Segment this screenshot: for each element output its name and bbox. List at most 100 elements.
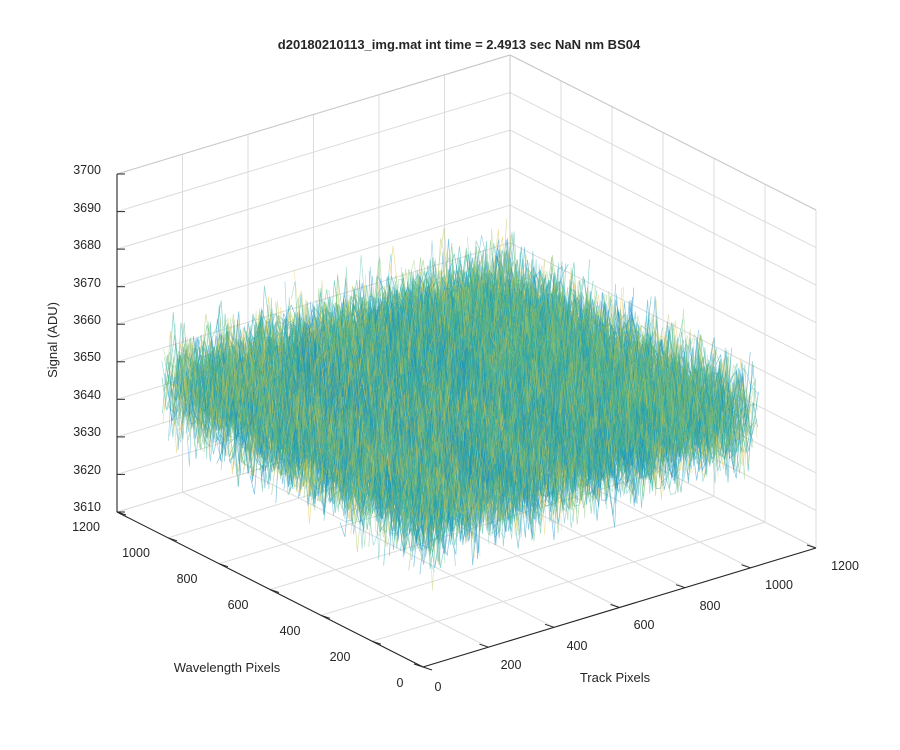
surface-line bbox=[238, 338, 500, 525]
surface-line bbox=[472, 258, 735, 484]
surface-line bbox=[398, 299, 661, 481]
track-tick-mark bbox=[741, 564, 751, 569]
surface-line bbox=[196, 339, 459, 566]
surface-line bbox=[310, 311, 573, 525]
surface-line bbox=[272, 305, 535, 512]
surface-line bbox=[248, 310, 510, 536]
surface-line bbox=[362, 295, 624, 496]
surface-line bbox=[256, 297, 518, 515]
surface-line bbox=[324, 299, 587, 529]
surface-line bbox=[383, 289, 645, 496]
surface-line bbox=[171, 336, 434, 553]
surface-line bbox=[449, 277, 711, 471]
surface-line bbox=[411, 265, 674, 457]
surface-line bbox=[451, 246, 714, 466]
surface-line bbox=[456, 273, 719, 478]
surface-line bbox=[380, 273, 643, 477]
surface-line bbox=[188, 332, 451, 565]
box-edge bbox=[116, 54, 511, 175]
surface-line bbox=[424, 267, 687, 475]
surface-line bbox=[276, 315, 539, 505]
surface-line bbox=[168, 353, 430, 558]
surface-line bbox=[386, 253, 649, 505]
surface-line bbox=[442, 276, 705, 467]
surface-line bbox=[372, 291, 635, 495]
surface-line bbox=[379, 294, 641, 490]
surface-line bbox=[317, 287, 579, 494]
surface-line bbox=[166, 363, 429, 549]
surface-mesh bbox=[161, 218, 759, 591]
surface-line bbox=[366, 266, 628, 493]
wavelength-tick-mark bbox=[269, 589, 280, 593]
surface-line bbox=[240, 308, 503, 521]
surface-line bbox=[494, 237, 757, 448]
surface-line bbox=[210, 341, 473, 532]
wavelength-tick-label: 1000 bbox=[122, 546, 150, 560]
surface-line bbox=[223, 332, 486, 559]
surface-line bbox=[293, 269, 556, 504]
surface-line bbox=[428, 274, 690, 471]
surface-line bbox=[493, 264, 755, 449]
wavelength-tick-mark bbox=[116, 511, 127, 516]
surface-line bbox=[232, 351, 495, 527]
surface-line bbox=[477, 235, 740, 449]
surface-line bbox=[491, 258, 754, 453]
surface-line bbox=[393, 283, 656, 500]
wavelength-tick-label: 400 bbox=[280, 624, 301, 638]
surface-line bbox=[337, 294, 600, 490]
surface-line bbox=[288, 317, 551, 519]
surface-line bbox=[454, 260, 716, 456]
surface-line bbox=[323, 306, 586, 489]
surface-line bbox=[192, 363, 455, 551]
surface-line bbox=[355, 307, 618, 488]
surface-line bbox=[195, 321, 457, 520]
surface-line bbox=[209, 342, 472, 541]
box-edge bbox=[509, 54, 817, 211]
surface-line bbox=[219, 329, 482, 510]
surface-line bbox=[476, 270, 738, 438]
surface-line bbox=[300, 291, 562, 531]
surface-line bbox=[375, 297, 637, 489]
track-tick-label: 1000 bbox=[765, 578, 793, 592]
surface-line bbox=[364, 274, 627, 478]
surface-line bbox=[388, 286, 650, 496]
surface-line bbox=[357, 254, 619, 473]
surface-line bbox=[197, 347, 460, 530]
surface-line bbox=[371, 286, 634, 486]
surface-line bbox=[254, 325, 517, 524]
surface-line bbox=[326, 301, 588, 498]
grid-line bbox=[116, 92, 511, 213]
track-tick-mark bbox=[544, 623, 555, 628]
surface-line bbox=[206, 349, 469, 533]
surface-line bbox=[275, 302, 538, 526]
surface-line bbox=[463, 262, 725, 460]
surface-line bbox=[236, 338, 499, 544]
grid-line bbox=[509, 129, 817, 286]
surface-line bbox=[173, 354, 435, 572]
surface-line bbox=[474, 251, 737, 470]
surface-line bbox=[179, 353, 442, 546]
wavelength-tick-label: 800 bbox=[177, 572, 198, 586]
surface-line bbox=[358, 296, 621, 484]
surface-line bbox=[289, 314, 552, 514]
surface-line bbox=[471, 260, 733, 457]
surface-line bbox=[177, 339, 439, 531]
surface-line bbox=[423, 286, 685, 452]
axes bbox=[116, 173, 817, 671]
surface-line bbox=[175, 336, 438, 548]
surface-line bbox=[214, 320, 477, 538]
surface-line bbox=[274, 340, 536, 541]
surface-line bbox=[191, 338, 454, 536]
surface-line bbox=[292, 323, 555, 514]
surface-line bbox=[487, 234, 750, 470]
surface-line bbox=[164, 343, 426, 549]
surface-line bbox=[161, 342, 424, 549]
surface-line bbox=[280, 317, 543, 509]
surface-line bbox=[262, 309, 525, 506]
surface-line bbox=[436, 287, 698, 465]
surface-line bbox=[395, 289, 658, 480]
surface-line bbox=[263, 325, 526, 514]
surface-line bbox=[458, 265, 720, 449]
surface-line bbox=[178, 351, 441, 591]
